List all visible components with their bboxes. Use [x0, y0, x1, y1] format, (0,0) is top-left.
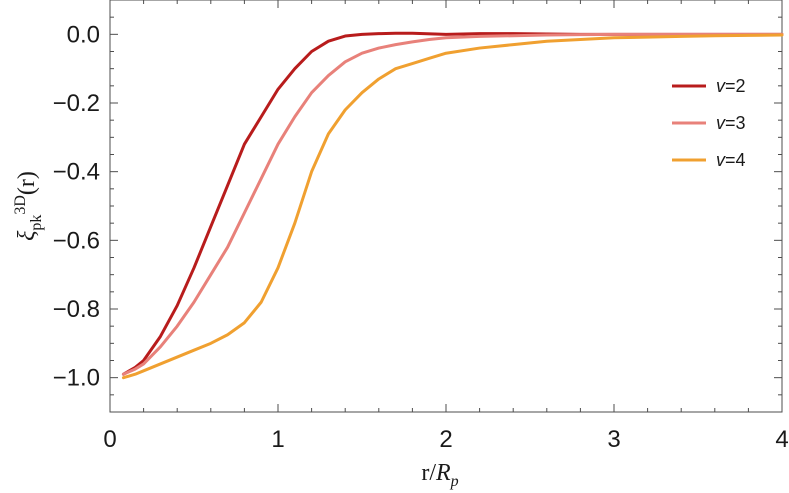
- x-axis-label-R: R: [435, 460, 451, 486]
- series-line-3: [121, 33, 784, 380]
- x-axis-label-sub: p: [450, 473, 459, 490]
- x-axis-label: r/Rp: [421, 460, 458, 490]
- y-tick-label: −1.0: [53, 365, 100, 392]
- y-tick-label: −0.2: [53, 90, 100, 117]
- y-axis-label-3d: 3D: [12, 195, 29, 215]
- plot-frame: [109, 0, 783, 413]
- x-tick-label: 1: [271, 426, 284, 453]
- series-lines-group: [121, 31, 784, 380]
- series-line-1: [121, 31, 784, 376]
- legend-label-2: v=3: [716, 113, 746, 133]
- y-tick-label: −0.8: [53, 296, 100, 323]
- ticks-group: [109, 0, 783, 413]
- legend: v=2 v=3 v=4: [672, 76, 746, 170]
- y-tick-label: −0.4: [53, 159, 100, 186]
- legend-label-1: v=2: [716, 76, 746, 96]
- y-axis-label-r: (r): [14, 171, 40, 195]
- x-tick-label: 2: [439, 426, 452, 453]
- y-tick-label: −0.6: [53, 227, 100, 254]
- svg-text:r/Rp: r/Rp: [421, 460, 458, 490]
- y-axis-label: ξpk3D(r): [12, 171, 45, 241]
- series-line-2: [121, 32, 784, 376]
- y-tick-label: 0.0: [67, 21, 100, 48]
- y-axis-label-xi: ξ: [14, 230, 40, 241]
- x-tick-label: 4: [775, 426, 788, 453]
- legend-label-3: v=4: [716, 150, 746, 170]
- svg-text:ξpk3D(r): ξpk3D(r): [12, 171, 45, 241]
- x-tick-label: 3: [607, 426, 620, 453]
- x-tick-label: 0: [103, 426, 116, 453]
- y-axis-label-pk: pk: [28, 215, 45, 231]
- x-axis-label-main: r/: [421, 460, 436, 486]
- tick-labels-group: 0 1 2 3 4 0.0 −0.2 −0.4 −0.6 −0.8 −1.0: [53, 21, 789, 453]
